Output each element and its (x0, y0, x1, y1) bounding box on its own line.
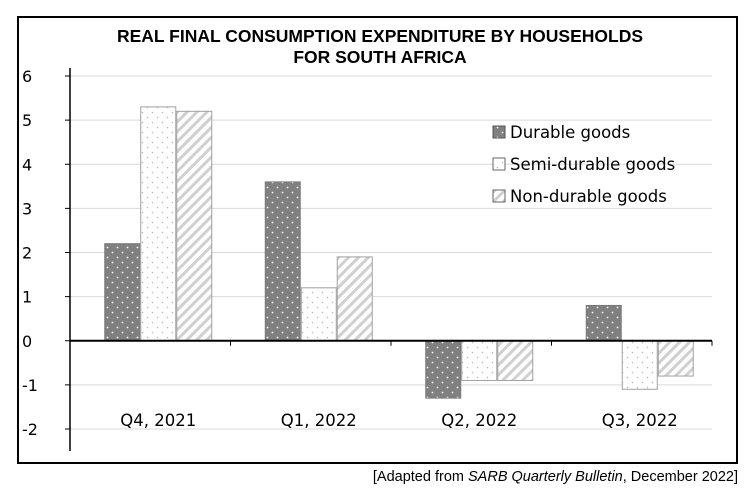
legend-label: Semi-durable goods (510, 155, 675, 174)
axis-labels: -2 -1 0 1 2 3 4 5 6 Q4, 2021 Q1, 2022 Q2, 2022 Q3, 2… (22, 67, 678, 439)
axes (65, 68, 713, 451)
bar-semi-durable-goods-0 (140, 106, 177, 342)
y-tick-label: 1 (22, 288, 32, 307)
y-tick-label: -1 (22, 376, 38, 395)
bar-non-durable-goods-0 (176, 110, 213, 342)
source-suffix: , December 2022] (622, 469, 738, 485)
y-tick-label: 4 (22, 155, 32, 174)
chart-frame (17, 16, 738, 464)
bar-non-durable-goods-1 (336, 256, 373, 342)
chart-title: REAL FINAL CONSUMPTION EXPENDITURE BY HO… (117, 26, 643, 67)
x-category-label: Q4, 2021 (120, 411, 196, 430)
bar-semi-durable-goods-2 (461, 340, 498, 381)
bar-semi-durable-goods-3 (621, 340, 658, 390)
source-note: [Adapted from SARB Quarterly Bulletin, D… (373, 469, 738, 485)
legend-label: Non-durable goods (510, 187, 667, 206)
y-tick-label: 3 (22, 199, 32, 218)
x-category-label: Q3, 2022 (602, 411, 678, 430)
bars (104, 106, 694, 399)
bar-semi-durable-goods-1 (300, 287, 337, 342)
bar-durable-goods-1 (264, 181, 301, 342)
x-category-label: Q2, 2022 (441, 411, 517, 430)
chart-title-line: FOR SOUTH AFRICA (293, 47, 467, 67)
bar-non-durable-goods-2 (497, 340, 534, 381)
legend-swatch-non-durable-goods (492, 189, 506, 203)
source-publication: SARB Quarterly Bulletin (468, 469, 623, 485)
bar-durable-goods-2 (425, 340, 462, 399)
chart-title-line: REAL FINAL CONSUMPTION EXPENDITURE BY HO… (117, 26, 643, 46)
bar-durable-goods-0 (104, 243, 141, 342)
y-tick-label: -2 (22, 420, 38, 439)
legend-swatch-semi-durable-goods (492, 157, 506, 171)
y-tick-label: 2 (22, 244, 32, 263)
legend-swatch-durable-goods (492, 125, 506, 139)
legend-label: Durable goods (510, 123, 630, 142)
y-tick-label: 0 (22, 332, 32, 351)
y-tick-label: 6 (22, 67, 32, 86)
y-tick-label: 5 (22, 111, 32, 130)
bar-non-durable-goods-3 (657, 340, 694, 377)
x-category-label: Q1, 2022 (281, 411, 357, 430)
bar-durable-goods-3 (585, 304, 622, 342)
source-prefix: [Adapted from (372, 469, 468, 485)
legend: Durable goods Semi-durable goods Non-durab… (492, 123, 675, 206)
